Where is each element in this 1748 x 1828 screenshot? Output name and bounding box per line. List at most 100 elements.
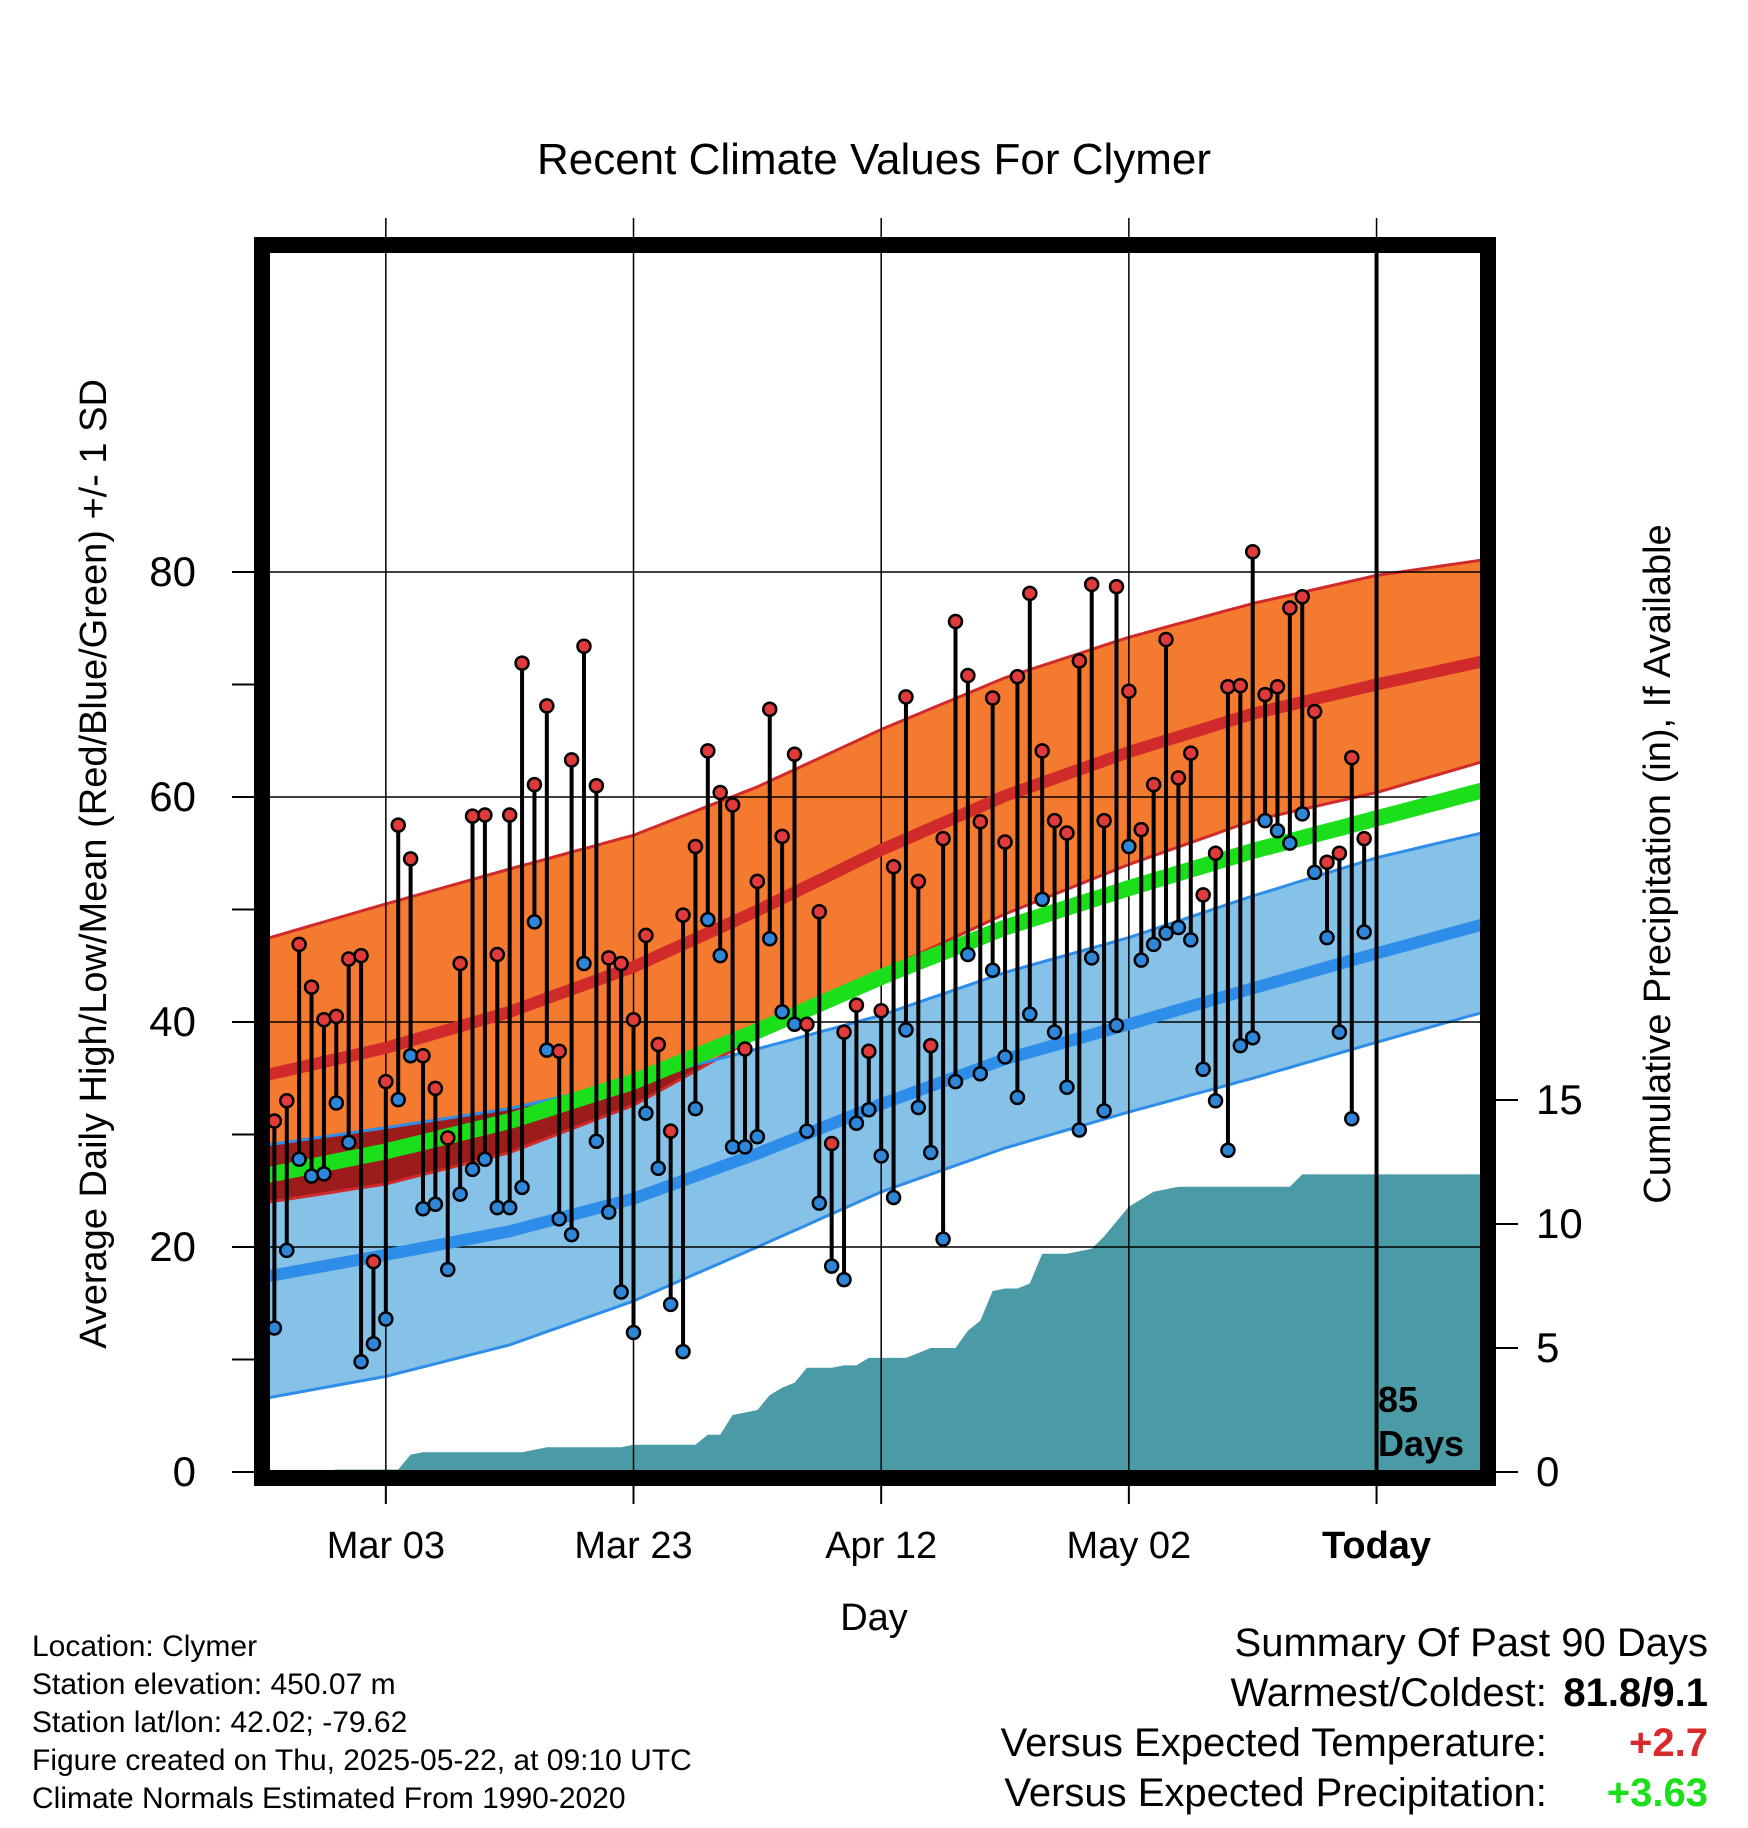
daily-low-point (365, 1336, 382, 1352)
daily-high-point (811, 904, 828, 920)
daily-high-point (972, 814, 989, 830)
daily-low-point (1356, 924, 1372, 940)
daily-high-point (427, 1080, 444, 1097)
daily-low-point (823, 1258, 840, 1274)
today-days-count: 85 (1378, 1379, 1418, 1420)
daily-low-point (514, 1179, 530, 1196)
summary-temp-row: Versus Expected Temperature: +2.7 (1001, 1718, 1708, 1768)
daily-high-point (848, 997, 865, 1013)
daily-high-point (1170, 770, 1187, 786)
daily-high-point (1059, 825, 1075, 841)
daily-high-point (662, 1123, 679, 1139)
daily-low-point (1145, 936, 1162, 953)
daily-low-point (650, 1160, 667, 1176)
daily-low-point (1195, 1061, 1211, 1077)
daily-low-point (1170, 919, 1187, 936)
x-tick-label: Today (1322, 1525, 1431, 1567)
daily-low-point (687, 1100, 704, 1117)
y-right-tick-label: 5 (1536, 1324, 1559, 1371)
daily-high-point (402, 851, 419, 867)
daily-low-point (1121, 838, 1137, 855)
daily-low-point (526, 914, 543, 930)
daily-high-point (675, 907, 691, 923)
daily-low-point (1083, 950, 1100, 966)
daily-high-point (774, 828, 790, 845)
summary-panel: Summary Of Past 90 Days Warmest/Coldest:… (1001, 1618, 1708, 1818)
daily-high-point (823, 1135, 840, 1152)
daily-low-point (588, 1133, 605, 1149)
daily-low-point (774, 1004, 790, 1020)
daily-low-point (898, 1022, 914, 1038)
daily-high-point (1034, 743, 1050, 759)
daily-high-point (365, 1253, 382, 1270)
temp-label: Versus Expected Temperature: (1000, 1721, 1547, 1765)
daily-low-point (378, 1311, 394, 1327)
high-sd-upper-line (261, 557, 1489, 942)
daily-low-point (1108, 1017, 1125, 1034)
daily-high-point (613, 955, 629, 972)
daily-low-point (1319, 929, 1335, 946)
daily-high-point (898, 689, 914, 705)
daily-low-point (303, 1168, 320, 1184)
daily-high-point (576, 638, 592, 654)
summary-precip-row: Versus Expected Precipitation: +3.63 (1001, 1768, 1708, 1818)
daily-high-point (873, 1003, 889, 1019)
daily-low-point (675, 1343, 691, 1360)
daily-low-point (625, 1324, 642, 1341)
summary-heading: Summary Of Past 90 Days (1234, 1621, 1708, 1665)
daily-high-point (452, 955, 468, 972)
daily-high-point (984, 690, 1001, 706)
daily-low-point (539, 1042, 555, 1058)
daily-low-point (613, 1284, 629, 1300)
normals-text: Climate Normals Estimated From 1990-2020 (32, 1782, 626, 1815)
y-right-tick-label: 10 (1536, 1200, 1583, 1247)
daily-high-point (650, 1036, 667, 1053)
x-tick-label: Mar 03 (327, 1525, 445, 1567)
daily-high-point (861, 1043, 877, 1059)
daily-low-point (1257, 812, 1273, 829)
daily-low-point (1244, 1030, 1261, 1046)
high-sd-band (262, 559, 1488, 1204)
daily-high-point (997, 834, 1013, 850)
daily-low-point (1344, 1111, 1360, 1127)
daily-low-point (1306, 864, 1323, 881)
daily-high-point (1331, 845, 1348, 861)
daily-high-point (1133, 821, 1150, 838)
daily-low-point (1331, 1024, 1348, 1040)
daily-high-point (353, 947, 369, 964)
warm-label: Warmest/Coldest: (1230, 1671, 1547, 1715)
daily-low-point (1269, 823, 1286, 839)
daily-low-point (1207, 1093, 1224, 1109)
daily-low-point (861, 1102, 877, 1118)
daily-high-point (1207, 845, 1224, 861)
daily-high-point (1046, 812, 1063, 829)
daily-high-point (526, 776, 543, 793)
daily-high-point (600, 950, 617, 966)
daily-low-point (811, 1195, 828, 1211)
daily-high-point (1121, 683, 1137, 699)
y-left-tick-label: 60 (149, 773, 196, 820)
daily-low-point (576, 955, 592, 972)
daily-high-point (687, 838, 704, 855)
daily-high-point (1108, 578, 1125, 595)
daily-high-point (316, 1012, 332, 1028)
daily-high-point (1344, 749, 1360, 766)
daily-high-point (1195, 887, 1211, 903)
daily-low-point (922, 1144, 939, 1161)
daily-low-point (353, 1354, 369, 1370)
daily-high-point (1244, 544, 1261, 560)
daily-high-point (922, 1037, 939, 1054)
daily-high-point (1282, 600, 1298, 616)
daily-low-point (799, 1123, 815, 1139)
daily-high-point (1009, 668, 1026, 685)
daily-high-point (464, 808, 481, 824)
daily-low-point (600, 1204, 617, 1220)
elevation-text: Station elevation: 450.07 m (32, 1668, 396, 1701)
daily-high-point (700, 743, 716, 759)
daily-high-point (638, 927, 654, 944)
daily-low-point (328, 1095, 345, 1111)
daily-low-point (291, 1151, 307, 1167)
daily-high-point (1257, 686, 1273, 703)
daily-low-point (848, 1115, 865, 1131)
low-sd-band (262, 831, 1488, 1399)
